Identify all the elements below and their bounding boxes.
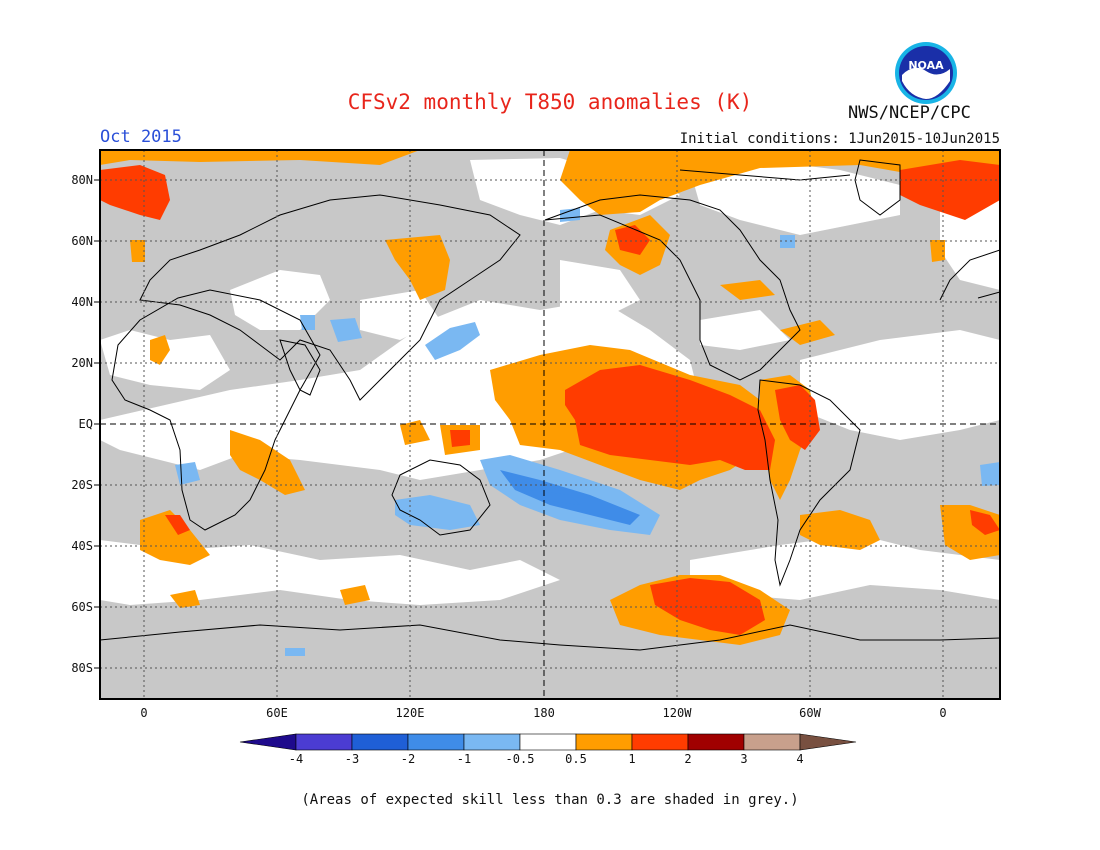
lat-label-60s: 60S [71,600,93,614]
colorbar-label-1: 1 [628,752,636,766]
lat-label-40n: 40N [71,295,93,309]
map-title: CFSv2 monthly T850 anomalies (K) [347,90,753,114]
initial-conditions-label: Initial conditions: 1Jun2015-10Jun2015 [679,131,1000,147]
lon-label-60w: 60W [799,706,821,720]
lat-label-80n: 80N [71,173,93,187]
colorbar-label-2: 2 [684,752,692,766]
skill-footnote: (Areas of expected skill less than 0.3 a… [301,792,799,808]
noaa-logo: NOAA [895,42,957,104]
lon-label-180: 180 [533,706,555,720]
lat-label-80s: 80S [71,661,93,675]
colorbar-label-neg4: -4 [288,752,304,766]
lon-label-0-right: 0 [939,706,947,720]
colorbar-label-neg05: -0.5 [505,752,535,766]
colorbar-label-neg1: -1 [456,752,472,766]
moderate-cool-anomaly-regions [500,470,640,525]
lon-label-120w: 120W [662,706,692,720]
gridlines [100,150,1000,699]
colorbar-label-4: 4 [796,752,804,766]
valid-month-label: Oct 2015 [100,127,182,147]
lat-label-20s: 20S [71,478,93,492]
lon-label-0: 0 [140,706,148,720]
colorbar-label-neg2: -2 [400,752,416,766]
lon-label-60e: 60E [266,706,288,720]
colorbar-label-05: 0.5 [565,752,587,766]
agency-label: NWS/NCEP/CPC [848,103,971,123]
lat-label-40s: 40S [71,539,93,553]
lat-label-20n: 20N [71,356,93,370]
lon-label-120e: 120E [395,706,425,720]
coastlines [100,159,1000,651]
colorbar-label-3: 3 [740,752,748,766]
colorbar-label-neg3: -3 [344,752,360,766]
strong-warm-anomaly-regions [100,160,1000,635]
lat-label-eq: EQ [78,417,93,431]
noaa-logo-text: NOAA [908,59,944,72]
axis-ticks [94,179,100,669]
equator-dateline [100,150,1000,699]
lat-label-60n: 60N [71,234,93,248]
